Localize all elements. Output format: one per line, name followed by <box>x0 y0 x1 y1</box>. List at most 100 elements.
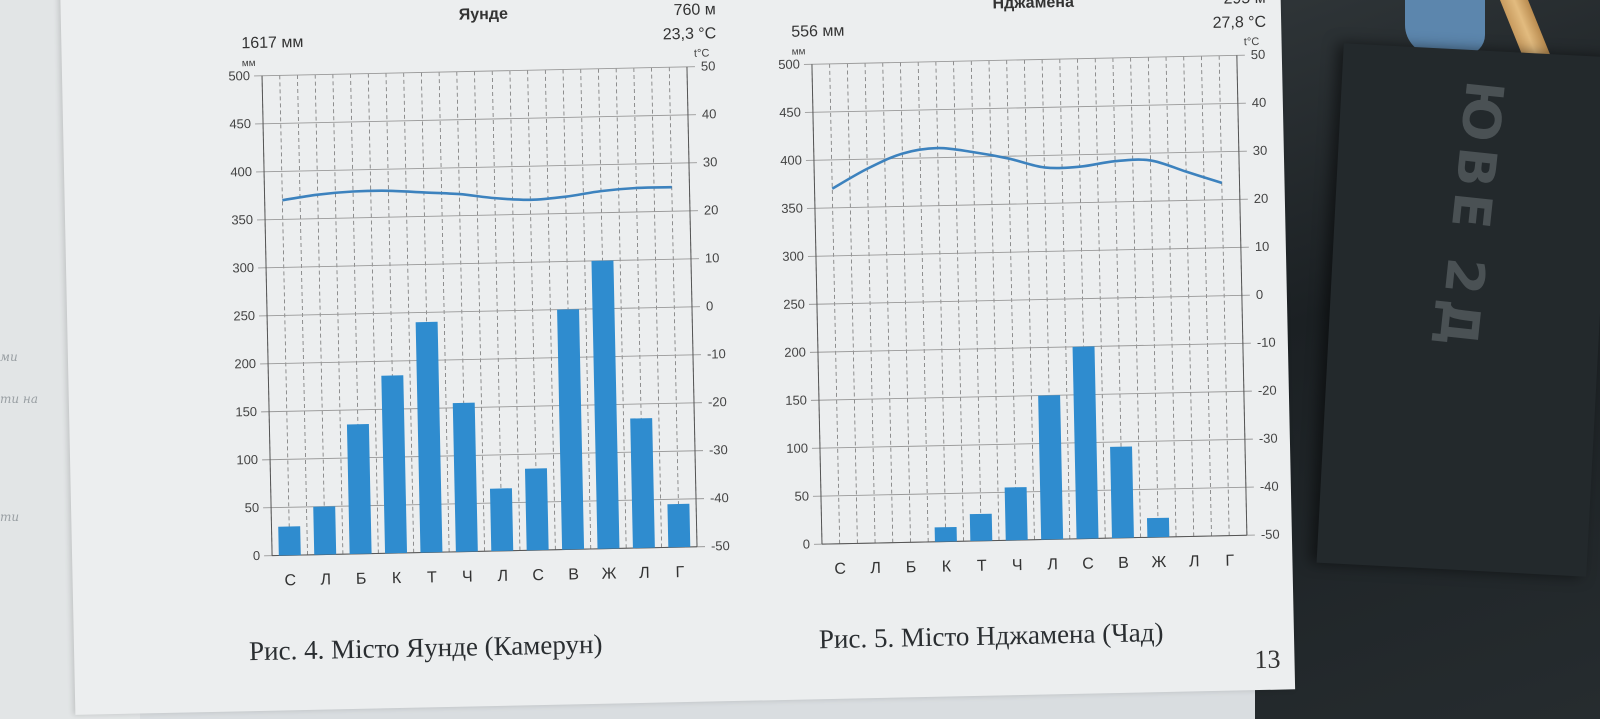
x-tick-label: С <box>284 572 296 589</box>
temperature-line <box>831 146 1223 190</box>
y-tick-label: 250 <box>233 308 255 323</box>
y-tick-label: 200 <box>234 356 256 371</box>
y-tick-label: 300 <box>782 248 804 263</box>
grid-line-horizontal <box>255 114 696 125</box>
precipitation-bar <box>1038 395 1064 540</box>
y2-tick-label: -20 <box>1258 383 1277 398</box>
x-axis <box>272 546 698 557</box>
caption-fig-4: Рис. 4. Місто Яунде (Камерун) <box>248 628 603 667</box>
y-tick-label: 450 <box>229 116 251 131</box>
grid-line-horizontal <box>807 246 1249 257</box>
annual-temperature-label: 27,8 °C <box>1212 14 1266 32</box>
y-tick-label: 300 <box>232 260 254 275</box>
y2-tick-label: 40 <box>1252 95 1267 110</box>
y2-tick-label: 50 <box>1251 47 1266 62</box>
y2-tick-label: -20 <box>708 394 727 409</box>
y2-tick-label: 30 <box>703 154 718 169</box>
y-tick-label: 450 <box>779 105 801 120</box>
x-tick-label: Г <box>675 564 684 581</box>
precipitation-bar <box>415 321 443 553</box>
y2-tick-label: 40 <box>702 106 717 121</box>
left-axis-unit: мм <box>242 58 256 69</box>
y-tick-label: 150 <box>785 392 807 407</box>
caption-fig-5: Рис. 5. Місто Нджамена (Чад) <box>818 617 1164 655</box>
y2-tick-label: -30 <box>709 442 728 457</box>
x-tick-label: Т <box>427 569 437 586</box>
grid-line-horizontal <box>259 306 700 317</box>
left-axis-unit: мм <box>792 46 806 57</box>
precipitation-bar <box>557 309 585 550</box>
x-tick-label: Л <box>497 568 508 585</box>
x-tick-label: Л <box>1047 556 1058 573</box>
y2-tick-label: -10 <box>1257 335 1276 350</box>
y2-tick-label: 10 <box>1255 239 1270 254</box>
x-tick-label: Л <box>1189 553 1200 570</box>
x-tick-label: Л <box>870 560 881 577</box>
chart-title: Яунде <box>459 6 509 24</box>
y2-tick-label: -40 <box>1260 479 1279 494</box>
grid-line-horizontal <box>805 150 1247 161</box>
y2-tick-label: 0 <box>706 298 714 313</box>
right-axis-unit: t°C <box>694 47 710 59</box>
grid-line-horizontal <box>254 66 695 77</box>
y2-tick-label: 20 <box>1254 191 1269 206</box>
x-tick-label: Ж <box>1151 554 1166 571</box>
precipitation-bar <box>313 506 337 555</box>
temperature-line <box>282 185 672 202</box>
grid-line-horizontal <box>810 390 1252 401</box>
y-tick-label: 400 <box>780 153 802 168</box>
page-number: 13 <box>1254 644 1281 675</box>
precipitation-bar <box>591 260 620 549</box>
y2-tick-label: 30 <box>1253 143 1268 158</box>
x-tick-label: Л <box>639 565 650 582</box>
blue-object <box>1405 0 1485 55</box>
y2-tick-label: -50 <box>1261 527 1280 542</box>
y-tick-label: 350 <box>231 212 253 227</box>
annual-temperature-label: 23,3 °C <box>663 25 717 43</box>
y2-axis <box>686 66 698 547</box>
x-tick-label: С <box>1082 555 1094 572</box>
grid-line-horizontal <box>263 498 705 509</box>
page-fragment: ти <box>0 510 20 524</box>
y-tick-label: 500 <box>778 57 800 72</box>
x-tick-label: Ж <box>601 565 616 582</box>
y-tick-label: 250 <box>783 296 805 311</box>
y-axis <box>811 64 823 545</box>
elevation-label: 295 м <box>1223 0 1265 8</box>
precipitation-bar <box>489 488 514 552</box>
x-tick-label: Б <box>906 559 917 576</box>
chart-title: Нджамена <box>992 0 1074 12</box>
y-tick-label: 0 <box>803 536 811 551</box>
annual-precipitation-label: 556 мм <box>791 23 844 41</box>
grid-line-horizontal <box>256 162 697 173</box>
y-tick-label: 100 <box>786 440 808 455</box>
x-axis <box>821 534 1247 545</box>
precipitation-bar <box>452 402 478 552</box>
y2-tick-label: 20 <box>704 202 719 217</box>
precipitation-bar <box>630 418 655 549</box>
y2-axis <box>1236 55 1248 536</box>
x-tick-label: В <box>568 566 579 583</box>
grid-line-horizontal <box>257 210 698 221</box>
precipitation-bar <box>524 468 549 551</box>
x-tick-label: Ч <box>462 568 473 585</box>
page-fragment: ми <box>0 350 18 364</box>
y2-tick-label: 10 <box>705 250 720 265</box>
y2-tick-label: -30 <box>1259 431 1278 446</box>
elevation-label: 760 м <box>673 1 715 19</box>
precipitation-bar <box>1072 346 1099 539</box>
grid-line-horizontal <box>260 354 701 365</box>
precipitation-bar <box>969 513 993 542</box>
y2-tick-label: 50 <box>701 58 716 73</box>
grid-line-horizontal <box>258 258 699 269</box>
y2-tick-label: -10 <box>707 346 726 361</box>
x-tick-label: Б <box>356 571 367 588</box>
y-tick-label: 50 <box>244 500 259 515</box>
annual-precipitation-label: 1617 мм <box>241 34 303 52</box>
y2-tick-label: 0 <box>1256 287 1264 302</box>
precipitation-bar <box>934 526 957 542</box>
x-tick-label: Г <box>1225 553 1234 570</box>
y-axis <box>261 75 273 556</box>
